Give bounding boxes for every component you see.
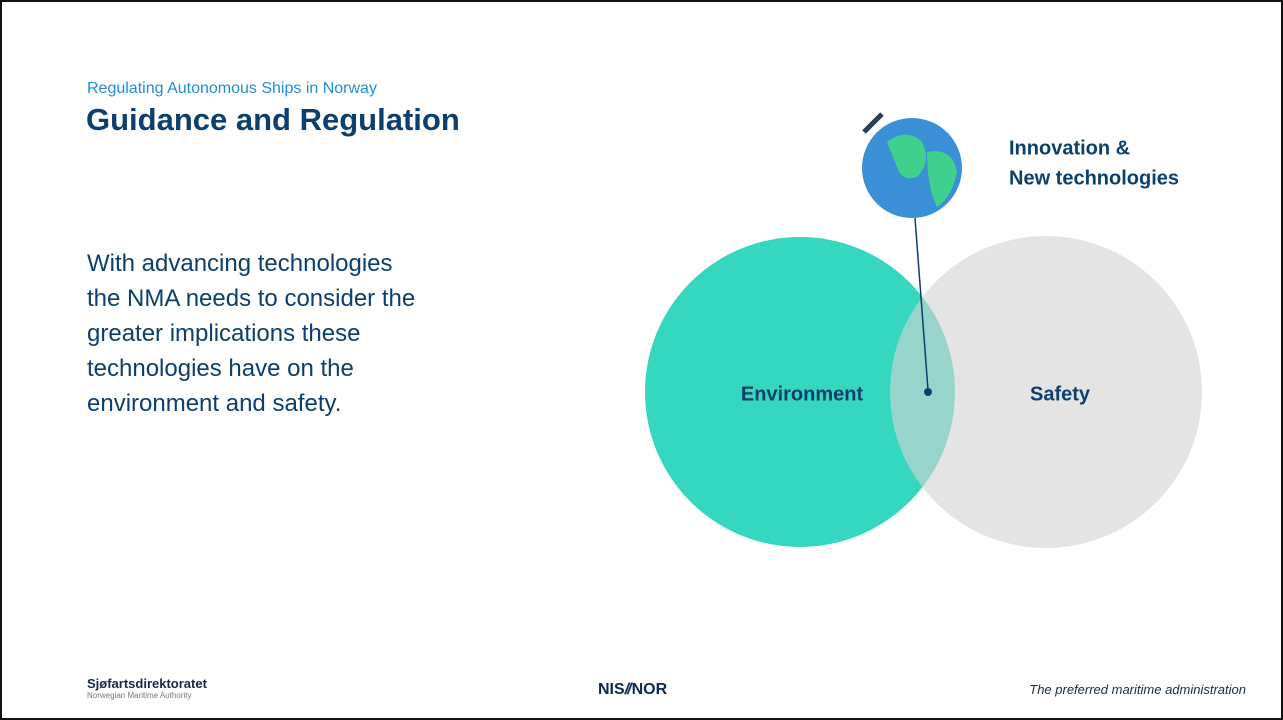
footer-org: Sjøfartsdirektoratet bbox=[87, 676, 207, 691]
slide: Regulating Autonomous Ships in Norway Gu… bbox=[0, 0, 1283, 720]
logo-slash: // bbox=[625, 681, 630, 698]
logo: NIS//NOR bbox=[598, 681, 667, 699]
environment-label: Environment bbox=[741, 383, 864, 405]
innovation-label: Innovation & bbox=[1009, 137, 1130, 159]
logo-left: NIS bbox=[598, 681, 625, 698]
safety-label: Safety bbox=[1030, 383, 1091, 405]
innovation-label: New technologies bbox=[1009, 167, 1179, 189]
logo-right: NOR bbox=[632, 681, 668, 698]
venn-diagram: Environment Safety Innovation & New tech… bbox=[2, 2, 1281, 718]
connector-dot bbox=[924, 388, 932, 396]
satellite bbox=[864, 114, 882, 132]
footer-tagline: The preferred maritime administration bbox=[1029, 682, 1246, 697]
footer-org-sub: Norwegian Maritime Authority bbox=[87, 691, 191, 700]
